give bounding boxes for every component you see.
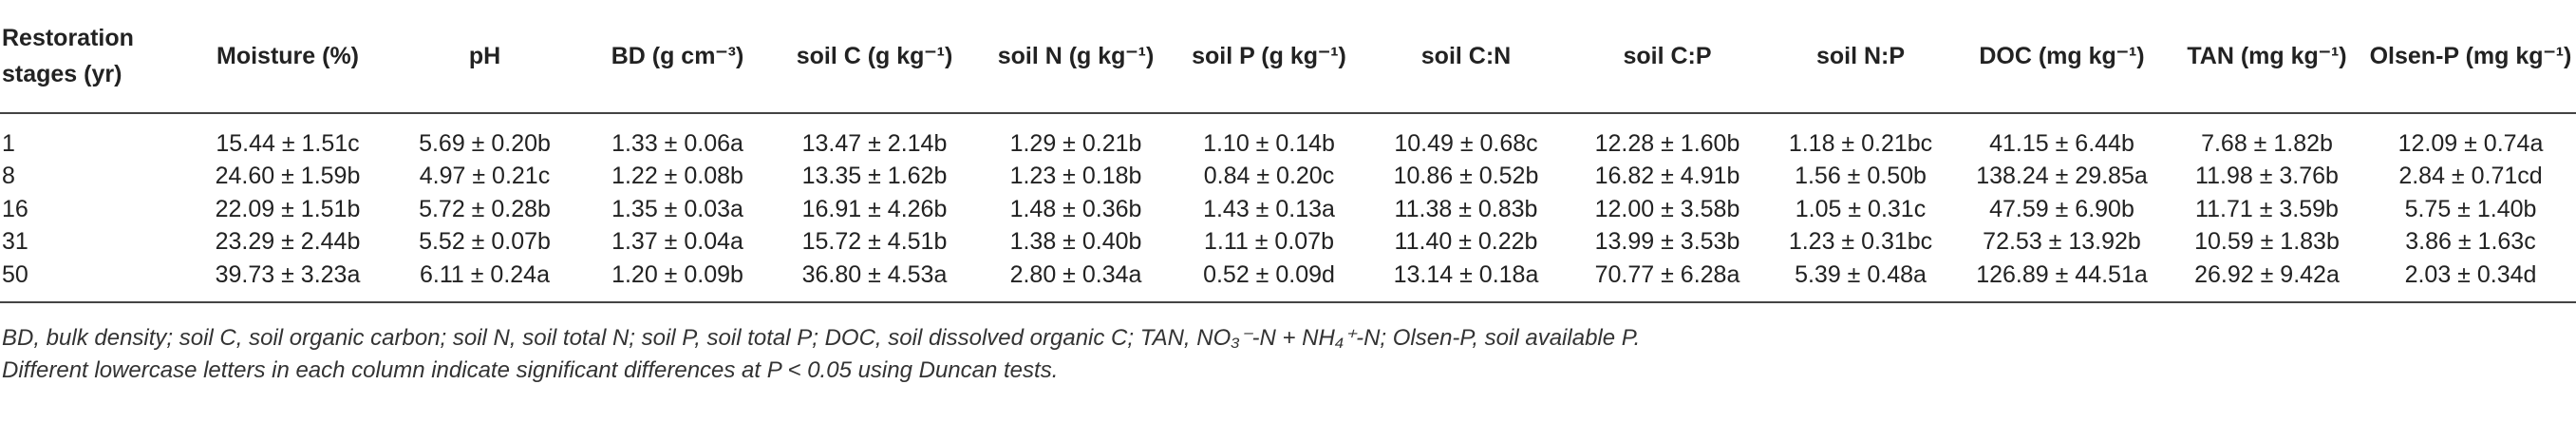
table-cell: 13.99 ± 3.53b — [1594, 228, 1740, 256]
table-cell: 23.29 ± 2.44b — [215, 228, 361, 256]
table-cell: 5.72 ± 0.28b — [419, 195, 551, 222]
table-cell: 47.59 ± 6.90b — [1989, 195, 2134, 222]
table-cell: 1.11 ± 0.07b — [1204, 228, 1334, 256]
table-cell: 1.33 ± 0.06a — [611, 129, 743, 157]
table-row: 50 39.73 ± 3.23a 6.11 ± 0.24a 1.20 ± 0.09b 3… — [0, 259, 2576, 303]
column-header: Restoration stages (yr) — [0, 0, 189, 114]
table-cell: 126.89 ± 44.51a — [1955, 259, 2169, 303]
column-header: soil C (g kg⁻¹) — [772, 0, 977, 114]
table-cell: 0.52 ± 0.09d — [1175, 259, 1363, 303]
table-cell: 13.35 ± 1.62b — [801, 163, 948, 190]
footnote: Different lowercase letters in each colu… — [2, 356, 1059, 383]
table-cell: 5.52 ± 0.07b — [419, 228, 551, 256]
table-cell: 36.80 ± 4.53a — [772, 259, 977, 303]
table-row: 31 23.29 ± 2.44b 5.52 ± 0.07b 1.37 ± 0.04a 1… — [0, 226, 2576, 259]
table-cell: 11.40 ± 0.22b — [1394, 228, 1538, 256]
table-cell: 2.03 ± 0.34d — [2365, 259, 2576, 303]
table-cell: 1.37 ± 0.04a — [611, 228, 743, 256]
table-cell: 1.35 ± 0.03a — [611, 195, 743, 222]
footnote: BD, bulk density; soil C, soil organic c… — [2, 324, 1641, 351]
table-cell: 50 — [0, 259, 189, 303]
table-cell: 12.00 ± 3.58b — [1594, 195, 1740, 222]
table-cell: 3.86 ± 1.63c — [2405, 228, 2536, 256]
table-cell: 5.75 ± 1.40b — [2404, 195, 2537, 222]
column-header: pH — [386, 0, 583, 114]
table-cell: 1.05 ± 0.31c — [1795, 195, 1927, 222]
table-cell: 39.73 ± 3.23a — [189, 259, 386, 303]
table-cell: 22.09 ± 1.51b — [215, 195, 361, 222]
table-cell: 70.77 ± 6.28a — [1569, 259, 1766, 303]
table-cell: 138.24 ± 29.85a — [1976, 163, 2148, 190]
column-header: TAN (mg kg⁻¹) — [2169, 0, 2365, 114]
table-cell: 11.71 ± 3.59b — [2195, 195, 2339, 222]
table-cell: 2.80 ± 0.34a — [977, 259, 1175, 303]
table-cell: 16.91 ± 4.26b — [801, 195, 948, 222]
table-cell: 11.38 ± 0.83b — [1394, 195, 1538, 222]
table-cell: 26.92 ± 9.42a — [2169, 259, 2365, 303]
table-cell: 1.22 ± 0.08b — [611, 163, 743, 190]
table-cell: 16 — [2, 195, 28, 222]
table-cell: 8 — [2, 163, 15, 190]
column-header: soil P (g kg⁻¹) — [1175, 0, 1363, 114]
table-cell: 7.68 ± 1.82b — [2201, 129, 2333, 157]
column-header: DOC (mg kg⁻¹) — [1955, 0, 2169, 114]
table-cell: 0.84 ± 0.20c — [1203, 163, 1335, 190]
table-cell: 16.82 ± 4.91b — [1594, 163, 1740, 190]
table-cell: 5.69 ± 0.20b — [419, 129, 551, 157]
table-cell: 10.86 ± 0.52b — [1393, 163, 1539, 190]
table-cell: 24.60 ± 1.59b — [215, 163, 361, 190]
table-cell: 1.20 ± 0.09b — [583, 259, 772, 303]
table-cell: 1.48 ± 0.36b — [1009, 195, 1142, 222]
table-cell: 13.14 ± 0.18a — [1363, 259, 1569, 303]
table-cell: 41.15 ± 6.44b — [1989, 129, 2134, 157]
header-row: Restoration stages (yr) Moisture (%) pH BD … — [0, 0, 2576, 114]
table-cell: 1.38 ± 0.40b — [1009, 228, 1142, 256]
table-cell: 12.09 ± 0.74a — [2397, 129, 2544, 157]
column-header: BD (g cm⁻³) — [583, 0, 772, 114]
table-row: 8 24.60 ± 1.59b 4.97 ± 0.21c 1.22 ± 0.08b 13… — [0, 161, 2576, 194]
table-cell: 2.84 ± 0.71cd — [2398, 163, 2543, 190]
column-header: soil C:N — [1363, 0, 1569, 114]
table-cell: 1.56 ± 0.50b — [1795, 163, 1927, 190]
column-header: Olsen-P (mg kg⁻¹) — [2365, 0, 2576, 114]
table-cell: 10.59 ± 1.83b — [2194, 228, 2340, 256]
table-row: 1 15.44 ± 1.51c 5.69 ± 0.20b 1.33 ± 0.06a 13… — [0, 113, 2576, 161]
table-cell: 1.43 ± 0.13a — [1203, 195, 1335, 222]
table-cell: 1.18 ± 0.21bc — [1788, 129, 1933, 157]
table-cell: 1.23 ± 0.31bc — [1788, 228, 1933, 256]
footnotes: BD, bulk density; soil C, soil organic c… — [0, 322, 2576, 387]
table-cell: 1.29 ± 0.21b — [1009, 129, 1142, 157]
table-cell: 1.10 ± 0.14b — [1203, 129, 1335, 157]
table-cell: 6.11 ± 0.24a — [386, 259, 583, 303]
table-cell: 15.44 ± 1.51c — [216, 129, 360, 157]
table-cell: 1.23 ± 0.18b — [1009, 163, 1142, 190]
column-header: Moisture (%) — [189, 0, 386, 114]
column-header: soil N:P — [1766, 0, 1955, 114]
table-row: 16 22.09 ± 1.51b 5.72 ± 0.28b 1.35 ± 0.03a 1… — [0, 193, 2576, 226]
table-cell: 4.97 ± 0.21c — [419, 163, 551, 190]
column-header: soil C:P — [1569, 0, 1766, 114]
table-cell: 72.53 ± 13.92b — [1983, 228, 2141, 256]
table-cell: 31 — [2, 228, 28, 256]
table-cell: 1 — [2, 129, 15, 157]
data-table: Restoration stages (yr) Moisture (%) pH BD … — [0, 0, 2576, 303]
table-cell: 13.47 ± 2.14b — [801, 129, 948, 157]
column-header: soil N (g kg⁻¹) — [977, 0, 1175, 114]
table-cell: 11.98 ± 3.76b — [2195, 163, 2339, 190]
table-cell: 15.72 ± 4.51b — [801, 228, 948, 256]
table-cell: 5.39 ± 0.48a — [1766, 259, 1955, 303]
table-cell: 12.28 ± 1.60b — [1594, 129, 1740, 157]
table-cell: 10.49 ± 0.68c — [1394, 129, 1538, 157]
